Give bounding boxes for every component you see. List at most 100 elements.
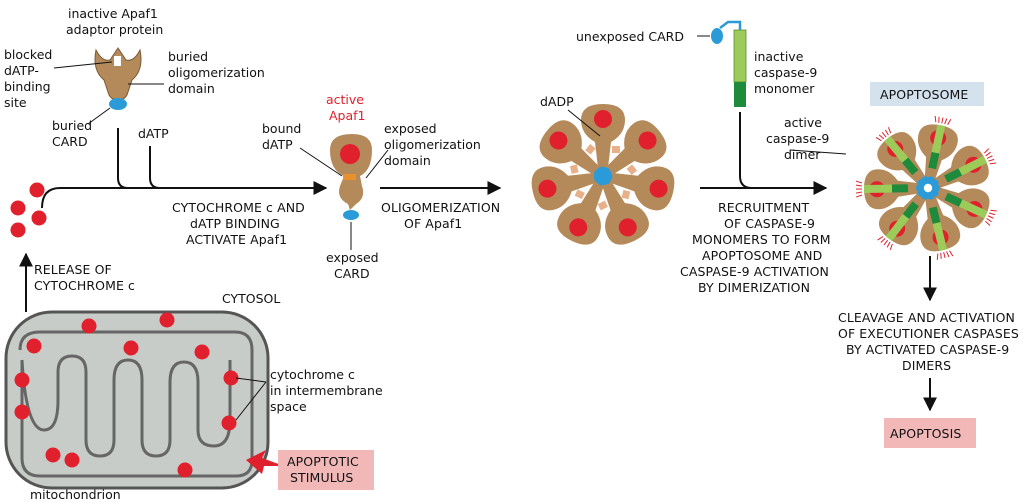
activity-tick: [989, 162, 997, 165]
activity-tick: [987, 215, 994, 219]
cytochrome-c: [538, 179, 557, 198]
caspase-9-dimer: [877, 201, 919, 251]
cytochrome-c: [549, 131, 568, 150]
activity-tick: [943, 251, 946, 259]
activity-tick: [887, 127, 892, 134]
activity-tick: [878, 134, 885, 140]
activity-tick: [989, 212, 996, 216]
released-cytochrome-c: [10, 182, 47, 238]
inactive-apaf1-protein: [94, 47, 142, 110]
activity-tick: [990, 209, 997, 212]
apaf1-arm: [531, 166, 597, 211]
exposed-card-label: exposed CARD: [326, 250, 379, 281]
activity-tick: [881, 132, 887, 138]
caspase-9-dimer: [928, 206, 954, 260]
svg-text:APOPTOSIS: APOPTOSIS: [890, 426, 961, 441]
exposed-card-shape: [343, 210, 359, 220]
mitochondrion-label: mitochondrion: [30, 487, 121, 502]
cytochrome-c-intermembrane-label: cytochrome c in intermembrane space: [270, 367, 383, 414]
activity-tick: [889, 243, 893, 251]
caspase-9-dimer: [855, 180, 909, 198]
apaf1-subunit: [606, 120, 667, 175]
activity-tick: [985, 220, 991, 226]
dadp-label: dADP: [540, 94, 574, 109]
activity-tick: [934, 115, 937, 123]
caspase-dark: [891, 184, 909, 193]
buried-card-shape: [109, 98, 127, 110]
dadp-mark: [597, 200, 608, 211]
cleavage-step-label: CLEAVAGE AND ACTIVATION OF EXECUTIONER CA…: [838, 310, 1019, 373]
apaf1-subunit: [597, 181, 649, 245]
activity-tick: [983, 148, 990, 154]
bound-datp-shape: [343, 174, 356, 180]
apaf1-heptamer: [531, 104, 675, 245]
dadp-mark: [569, 164, 579, 174]
caspase-light: [958, 199, 988, 219]
datp-label: dATP: [138, 126, 169, 141]
stimulus-arrow: [246, 450, 284, 474]
blocked-site-label: blocked dATP-binding site: [4, 47, 52, 110]
cytochrome-c: [618, 218, 637, 237]
caspase-dark: [928, 206, 941, 224]
datp-arrow: [149, 146, 161, 189]
active-caspase-label: active caspase-9 dimer: [766, 115, 829, 162]
caspase-light: [863, 184, 893, 193]
cytochrome-c: [594, 110, 612, 128]
activity-tick: [944, 118, 948, 125]
activity-tick: [855, 194, 863, 198]
caspase-light: [932, 222, 948, 252]
inactive-caspase-label: inactive caspase-9 monomer: [754, 49, 817, 96]
oligomerization-step-label: OLIGOMERIZATION OF Apaf1: [381, 200, 500, 231]
caspase-9-dimer: [944, 148, 997, 183]
caspase-dark: [944, 168, 962, 183]
caspase-light: [958, 155, 988, 176]
cytochrome-c: [649, 179, 668, 198]
caspase-light: [885, 214, 910, 242]
activity-tick: [884, 129, 889, 136]
apaf1-subunit: [557, 181, 605, 245]
svg-text:APOPTOSOME: APOPTOSOME: [880, 87, 968, 102]
activity-tick: [947, 118, 952, 125]
activity-tick: [886, 241, 891, 248]
unexposed-card-label: unexposed CARD: [576, 29, 684, 44]
release-step-label: RELEASE OF CYTOCHROME c: [34, 262, 135, 293]
caspase-dark: [902, 157, 919, 176]
activity-tick: [936, 253, 939, 260]
caspase-light: [884, 136, 909, 163]
activity-tick: [946, 251, 950, 258]
activity-tick: [941, 117, 944, 124]
caspase-light: [931, 124, 946, 154]
caspase-dark: [902, 201, 919, 219]
apaf1-subunit: [539, 120, 600, 175]
activity-tick: [938, 116, 940, 123]
activity-tick: [940, 252, 942, 259]
activity-tick: [855, 191, 863, 194]
dadp-mark: [621, 189, 631, 200]
apaf1-arm: [609, 166, 675, 211]
dadp-mark: [612, 146, 620, 153]
activity-tick: [985, 151, 991, 157]
apaf1-subunit: [581, 104, 625, 168]
main-flow-arrow-1: [41, 181, 328, 209]
caspase-9-dimer: [875, 127, 919, 176]
apoptosome: [855, 115, 997, 260]
active-apaf1-label: active Apaf1: [326, 92, 366, 123]
activity-tick: [855, 180, 863, 184]
dadp-mark: [574, 189, 585, 200]
activity-tick: [986, 155, 993, 159]
caspase-dark: [928, 151, 940, 170]
caspase-9-monomer: [711, 20, 747, 107]
exposed-oligo-label: exposed oligomerization domain: [384, 121, 481, 168]
activity-tick: [855, 184, 863, 187]
apaf1-arm: [581, 104, 625, 168]
mito-cytochrome-c-dots: [14, 312, 239, 478]
apoptosome-box: APOPTOSOME: [870, 82, 984, 106]
unexposed-card-shape: [711, 28, 723, 44]
activity-tick: [988, 158, 995, 162]
recruitment-step-label: RECRUITMENT OF CASPASE-9 MONOMERS TO FORM A…: [680, 200, 831, 295]
activity-tick: [883, 239, 889, 246]
dadp-mark: [585, 144, 596, 155]
activity-tick: [880, 238, 886, 243]
leader-lines: [53, 35, 847, 421]
labels: inactive Apaf1 adaptor protein blocked dAT…: [4, 6, 1019, 502]
